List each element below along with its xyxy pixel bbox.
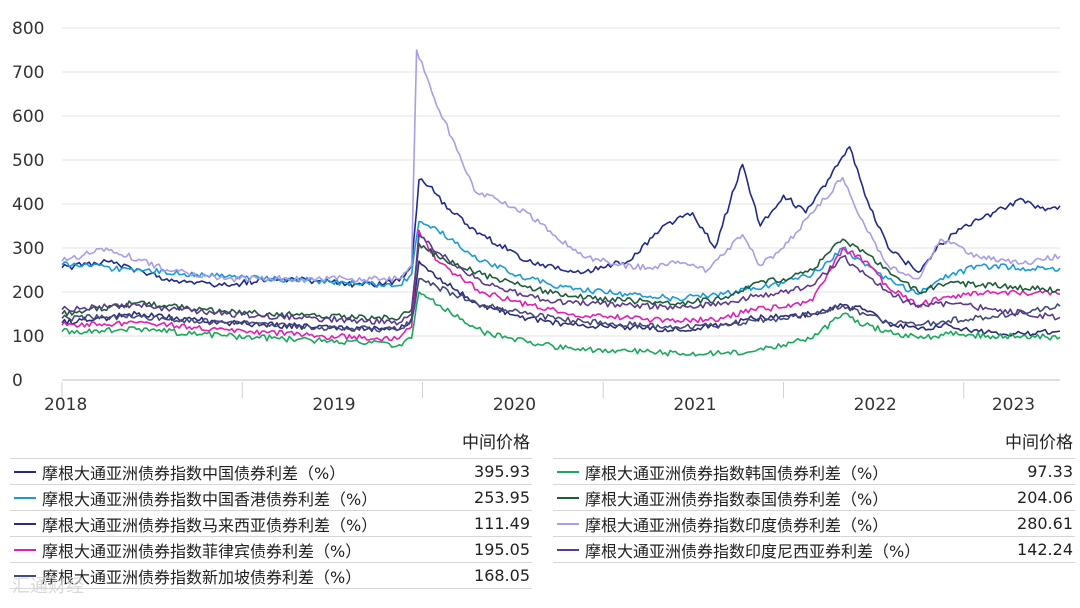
x-tick-label: 2018 — [44, 395, 87, 415]
series-line-0 — [61, 146, 1061, 288]
legend-row: 摩根大通亚洲债券指数菲律宾债券利差（%） 195.05 — [10, 536, 532, 562]
legend-series-value: 204.06 — [1017, 488, 1073, 507]
y-tick-label: 300 — [12, 239, 44, 259]
legend-series-name: 摩根大通亚洲债券指数印度尼西亚券利差（%） — [585, 541, 921, 561]
x-tick-label: 2023 — [992, 395, 1035, 415]
legend-series-name: 摩根大通亚洲债券指数中国债券利差（%） — [42, 463, 346, 483]
legend-row: 摩根大通亚洲债券指数印度债券利差（%） 280.61 — [553, 510, 1075, 536]
value-column-header: 中间价格 — [1005, 433, 1073, 453]
legend-series-name: 摩根大通亚洲债券指数泰国债券利差（%） — [585, 489, 889, 509]
y-axis: 0 100 200 300 400 500 600 700 800 — [12, 19, 44, 391]
series-line-6 — [61, 238, 1061, 321]
series-line-3 — [61, 229, 1061, 342]
legend-row: 摩根大通亚洲债券指数中国香港债券利差（%） 253.95 — [10, 484, 532, 510]
legend-series-value: 195.05 — [474, 540, 530, 559]
series-line-1 — [61, 220, 1061, 302]
y-tick-label: 700 — [12, 63, 44, 83]
legend-swatch — [14, 574, 36, 577]
legend-series-name: 摩根大通亚洲债券指数中国香港债券利差（%） — [42, 489, 378, 509]
legend-row: 摩根大通亚洲债券指数新加坡债券利差（%） 168.05 — [10, 562, 532, 589]
legend-series-value: 253.95 — [474, 488, 530, 507]
legend-series-name: 摩根大通亚洲债券指数韩国债券利差（%） — [585, 463, 889, 483]
x-tick-label: 2022 — [854, 395, 897, 415]
legend-series-value: 395.93 — [474, 462, 530, 481]
legend-series-value: 111.49 — [474, 514, 530, 533]
legend-series-value: 280.61 — [1017, 514, 1073, 533]
legend-series-value: 168.05 — [474, 566, 530, 585]
legend-series-name: 摩根大通亚洲债券指数马来西亚债券利差（%） — [42, 515, 378, 535]
y-tick-label: 500 — [12, 151, 44, 171]
legend-series-value: 142.24 — [1017, 540, 1073, 559]
y-tick-label: 400 — [12, 195, 44, 215]
x-tick-label: 2020 — [493, 395, 536, 415]
series-lines — [61, 49, 1061, 357]
legend-table-left: 中间价格 摩根大通亚洲债券指数中国债券利差（%） 395.93 摩根大通亚洲债券指数… — [10, 428, 532, 589]
legend-table-right: 中间价格 摩根大通亚洲债券指数韩国债券利差（%） 97.33 摩根大通亚洲债券指数泰… — [553, 428, 1075, 563]
legend-row: 摩根大通亚洲债券指数韩国债券利差（%） 97.33 — [553, 458, 1075, 484]
legend-swatch — [14, 548, 36, 551]
legend-series-name: 摩根大通亚洲债券指数新加坡债券利差（%） — [42, 567, 362, 587]
legend-swatch — [14, 496, 36, 499]
legend-row: 摩根大通亚洲债券指数印度尼西亚券利差（%） 142.24 — [553, 536, 1075, 563]
y-tick-label: 200 — [12, 283, 44, 303]
legend-swatch — [557, 496, 579, 499]
value-column-header: 中间价格 — [462, 433, 530, 453]
y-tick-label: 600 — [12, 107, 44, 127]
y-tick-label: 100 — [12, 327, 44, 347]
x-tick-label: 2019 — [312, 395, 355, 415]
legend-row: 摩根大通亚洲债券指数马来西亚债券利差（%） 111.49 — [10, 510, 532, 536]
legend-series-name: 摩根大通亚洲债券指数菲律宾债券利差（%） — [42, 541, 362, 561]
series-line-4 — [61, 277, 1061, 333]
x-tick-label: 2021 — [673, 395, 716, 415]
gridlines — [62, 27, 1060, 381]
y-tick-label: 0 — [12, 371, 23, 391]
legend-swatch — [557, 522, 579, 525]
legend-swatch — [14, 522, 36, 525]
series-line-5 — [61, 291, 1061, 357]
legend-series-value: 97.33 — [1027, 462, 1073, 481]
y-tick-label: 800 — [12, 19, 44, 39]
legend-row: 摩根大通亚洲债券指数中国债券利差（%） 395.93 — [10, 458, 532, 484]
legend-swatch — [557, 470, 579, 473]
legend-series-name: 摩根大通亚洲债券指数印度债券利差（%） — [585, 515, 889, 535]
series-line-7 — [61, 49, 1061, 283]
series-line-8 — [61, 234, 1061, 326]
x-axis: 2018 2019 2020 2021 2022 2023 — [44, 382, 1035, 415]
legend-swatch — [14, 470, 36, 473]
watermark: 汇通财经 — [12, 576, 84, 597]
legend-row: 摩根大通亚洲债券指数泰国债券利差（%） 204.06 — [553, 484, 1075, 510]
legend-swatch — [557, 548, 579, 551]
